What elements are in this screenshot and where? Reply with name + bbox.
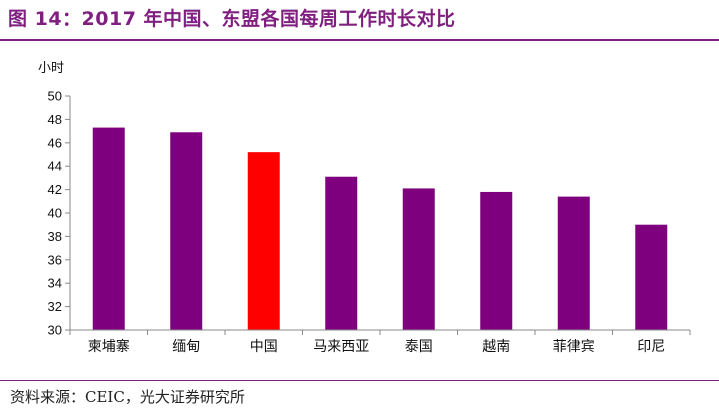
y-tick-label-3: 36 [48,252,62,267]
bar-2 [247,152,280,330]
x-tick-label-2: 中国 [250,339,278,355]
y-tick-label-8: 46 [48,135,62,150]
x-tick-label-1: 缅甸 [172,339,200,355]
x-tick-label-5: 越南 [482,339,510,355]
x-tick-label-7: 印尼 [637,339,665,355]
bar-4 [402,188,435,330]
y-tick-label-10: 50 [48,89,62,104]
y-tick-label-6: 42 [48,182,62,197]
bar-1 [170,132,203,330]
y-ticks-group: 30 32 34 36 38 40 42 44 46 48 50 [48,89,70,338]
bar-5 [480,191,513,330]
x-tick-label-4: 泰国 [405,339,433,355]
bars-group [92,127,668,330]
x-tick-label-0: 柬埔寨 [88,338,130,355]
title-divider [0,39,719,41]
axes-group [69,96,691,335]
x-labels-group: 柬埔寨 缅甸 中国 马来西亚 泰国 越南 菲律宾 印尼 [88,338,666,355]
bar-3 [325,176,358,330]
y-tick-label-7: 44 [48,159,62,174]
y-tick-label-9: 48 [48,112,62,127]
x-tick-label-6: 菲律宾 [553,339,595,355]
y-tick-label-1: 32 [48,299,62,314]
y-tick-label-0: 30 [48,323,62,338]
y-tick-label-4: 38 [48,229,62,244]
x-tick-label-3: 马来西亚 [313,339,369,355]
source-note: 资料来源：CEIC，光大证券研究所 [10,388,245,406]
bar-6 [557,196,590,330]
bar-0 [92,127,125,330]
y-tick-label-2: 34 [48,276,62,291]
y-axis-unit-label: 小时 [38,61,64,76]
bar-chart: 小时 30 32 34 36 38 40 42 44 46 48 50 柬埔寨 缅甸 中国 马来西亚 泰国 越… [38,61,691,355]
bar-7 [635,224,668,330]
y-tick-label-5: 40 [48,206,62,221]
chart-title: 图 14：2017 年中国、东盟各国每周工作时长对比 [8,8,456,30]
footer-divider [0,380,719,381]
